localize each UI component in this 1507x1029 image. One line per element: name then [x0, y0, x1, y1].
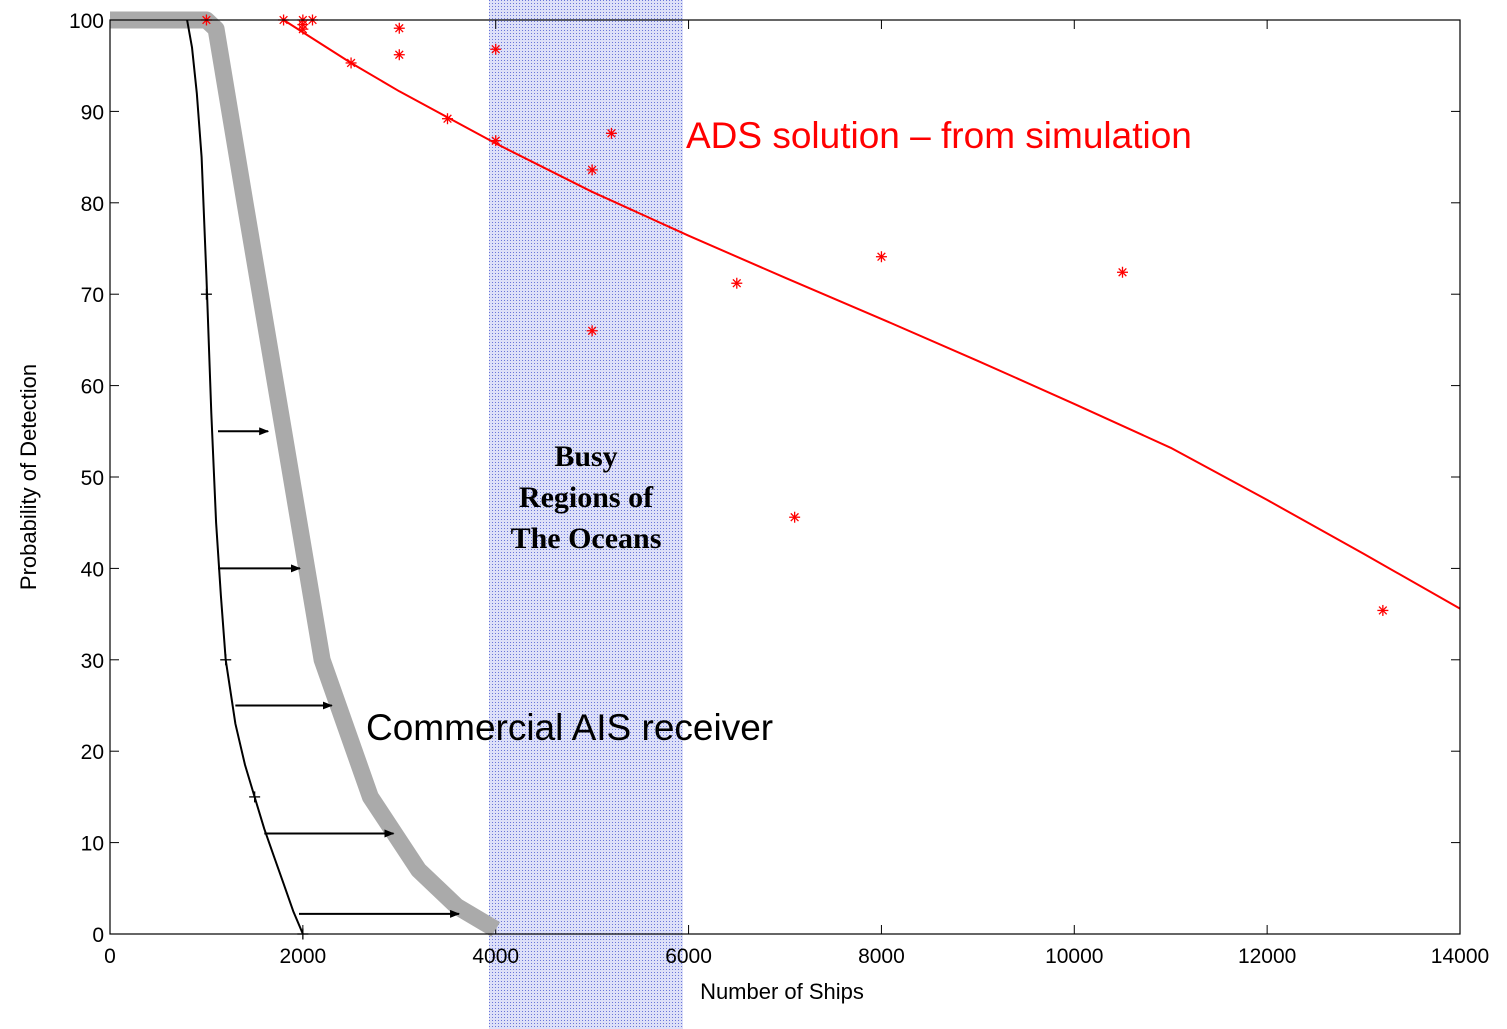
y-tick-label: 70	[81, 284, 104, 307]
y-tick-label: 100	[69, 10, 104, 33]
ads-data-point	[393, 49, 405, 61]
y-tick-label: 0	[92, 924, 104, 947]
ais-data-point	[249, 791, 261, 803]
x-axis-ticks: 0 2000 4000 6000 8000 10000 12000 14000	[104, 20, 1489, 968]
ads-data-point	[605, 127, 617, 139]
ads-data-point	[731, 277, 743, 289]
y-tick-label: 50	[81, 467, 104, 490]
ads-data-point	[1377, 604, 1389, 616]
x-axis-label: Number of Ships	[700, 979, 864, 1004]
ads-annotation: ADS solution – from simulation	[686, 115, 1192, 156]
arrows-layer	[218, 427, 461, 918]
x-tick-label: 0	[104, 945, 116, 968]
x-tick-label: 14000	[1431, 945, 1489, 968]
ads-data-point	[789, 511, 801, 523]
y-tick-label: 80	[81, 193, 104, 216]
busy-label-line-2: Regions of	[519, 481, 654, 514]
plot-frame	[109, 19, 1461, 935]
ads-data-point	[442, 113, 453, 125]
y-tick-label: 10	[81, 833, 104, 856]
plot-background	[110, 20, 1460, 934]
y-tick-label: 30	[81, 650, 104, 673]
ais-data-point	[220, 654, 232, 666]
ads-data-point	[297, 19, 309, 31]
ads-data-point	[345, 57, 357, 69]
y-tick-label: 60	[81, 376, 104, 399]
ads-data-point	[490, 135, 502, 147]
ads-data-point	[1117, 266, 1128, 278]
y-tick-label: 90	[81, 101, 104, 124]
ais-data-point	[200, 288, 212, 300]
ads-fit-line	[283, 19, 1461, 610]
busy-region	[489, 0, 683, 1029]
x-tick-label: 2000	[279, 945, 326, 968]
x-tick-label: 6000	[665, 945, 712, 968]
ads-data-point	[586, 164, 598, 176]
ads-data-point	[490, 43, 502, 55]
x-tick-label: 8000	[858, 945, 905, 968]
x-tick-label: 10000	[1045, 945, 1103, 968]
ads-data-point	[393, 22, 405, 34]
y-axis-ticks: 0 10 20 30 40 50 60 70 80 90 100	[69, 10, 1460, 947]
ais-annotation: Commercial AIS receiver	[366, 707, 773, 748]
y-tick-label: 40	[81, 558, 104, 581]
x-tick-label: 12000	[1238, 945, 1296, 968]
ads-data-point	[586, 325, 598, 337]
ads-data-point	[875, 251, 887, 263]
y-axis-label: Probability of Detection	[16, 364, 41, 590]
busy-label-line-3: The Oceans	[511, 522, 662, 555]
x-tick-label: 4000	[472, 945, 519, 968]
y-tick-label: 20	[81, 741, 104, 764]
busy-label-line-1: Busy	[554, 440, 617, 473]
